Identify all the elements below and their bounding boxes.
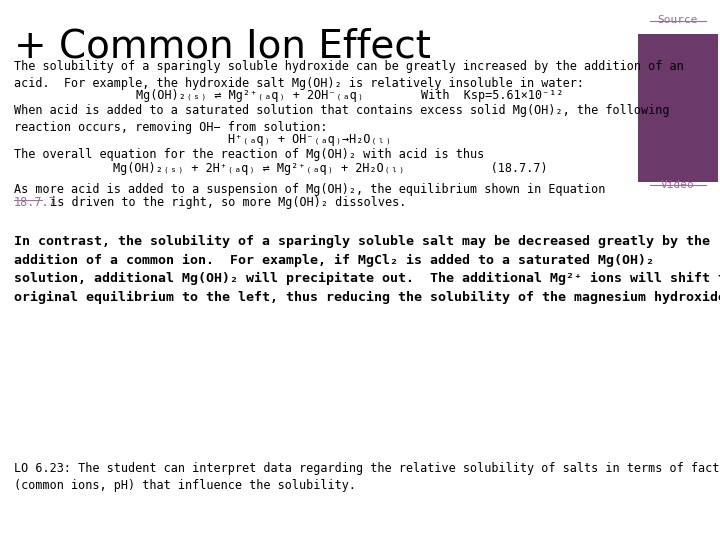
Text: LO 6.23: The student can interpret data regarding the relative solubility of sal: LO 6.23: The student can interpret data … bbox=[14, 462, 720, 492]
Text: When acid is added to a saturated solution that contains excess solid Mg(OH)₂, t: When acid is added to a saturated soluti… bbox=[14, 104, 670, 134]
Text: Video: Video bbox=[661, 180, 695, 190]
Text: As more acid is added to a suspension of Mg(OH)₂, the equilibrium shown in Equat: As more acid is added to a suspension of… bbox=[14, 183, 606, 196]
Text: H⁺₍ₐq₎ + OH⁻₍ₐq₎→H₂O₍ₗ₎: H⁺₍ₐq₎ + OH⁻₍ₐq₎→H₂O₍ₗ₎ bbox=[228, 133, 392, 146]
Text: Source: Source bbox=[658, 15, 698, 25]
Text: is driven to the right, so more Mg(OH)₂ dissolves.: is driven to the right, so more Mg(OH)₂ … bbox=[43, 196, 406, 209]
Text: The solubility of a sparingly soluble hydroxide can be greatly increased by the : The solubility of a sparingly soluble hy… bbox=[14, 60, 684, 91]
FancyBboxPatch shape bbox=[638, 34, 718, 182]
Text: Mg(OH)₂₍ₛ₎ + 2H⁺₍ₐq₎ ⇌ Mg²⁺₍ₐq₎ + 2H₂O₍ₗ₎            (18.7.7): Mg(OH)₂₍ₛ₎ + 2H⁺₍ₐq₎ ⇌ Mg²⁺₍ₐq₎ + 2H₂O₍ₗ… bbox=[113, 162, 547, 175]
Text: The overall equation for the reaction of Mg(OH)₂ with acid is thus: The overall equation for the reaction of… bbox=[14, 148, 485, 161]
Text: + Common Ion Effect: + Common Ion Effect bbox=[14, 28, 431, 66]
Text: In contrast, the solubility of a sparingly soluble salt may be decreased greatly: In contrast, the solubility of a sparing… bbox=[14, 235, 720, 304]
Text: 18.7.7: 18.7.7 bbox=[14, 196, 57, 209]
Text: Mg(OH)₂₍ₛ₎ ⇌ Mg²⁺₍ₐq₎ + 2OH⁻₍ₐq₎        With  Ksp=5.61×10⁻¹²: Mg(OH)₂₍ₛ₎ ⇌ Mg²⁺₍ₐq₎ + 2OH⁻₍ₐq₎ With Ks… bbox=[136, 89, 564, 102]
